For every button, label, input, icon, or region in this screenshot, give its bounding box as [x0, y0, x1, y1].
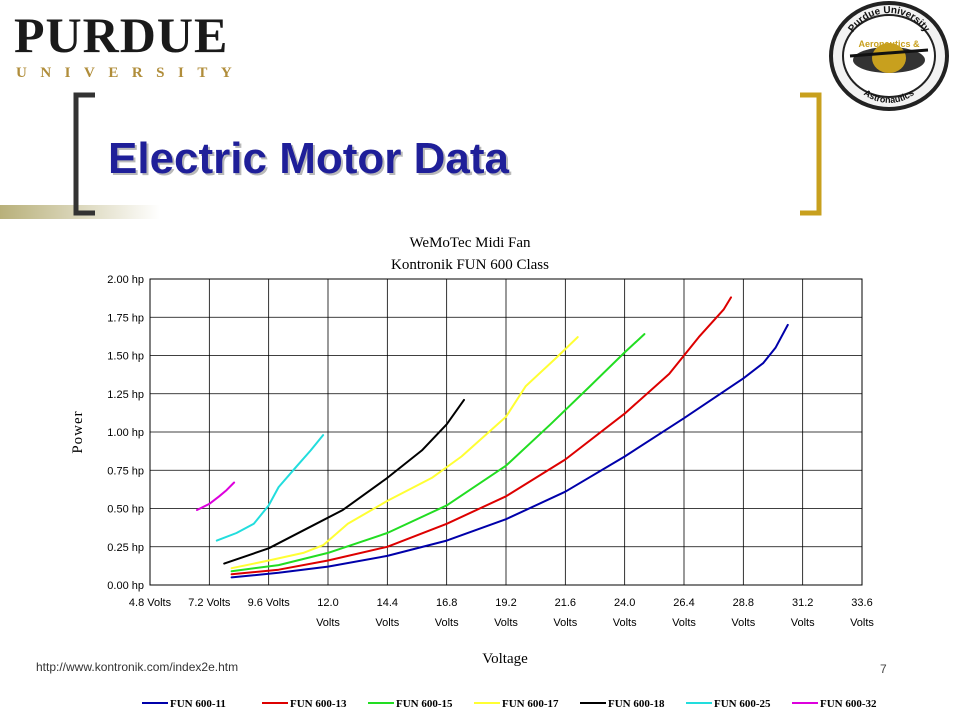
x-tick-label-unit: Volts	[553, 617, 577, 629]
legend-label: FUN 600-18	[608, 698, 665, 710]
badge-mid-text: Aeronautics &	[858, 39, 920, 49]
legend-label: FUN 600-13	[290, 698, 347, 710]
x-tick-label: 4.8 Volts	[129, 597, 172, 609]
y-tick-label: 0.25 hp	[107, 542, 144, 554]
x-tick-label-unit: Volts	[435, 617, 459, 629]
series-line-fun-600-25	[215, 434, 325, 542]
x-tick-label-unit: Volts	[494, 617, 518, 629]
x-tick-label-unit: Volts	[613, 617, 637, 629]
aeronautics-astronautics-badge: Purdue University Aeronautics & Astronau…	[829, 1, 949, 111]
x-tick-label: 26.4	[673, 597, 694, 609]
x-axis-label: Voltage	[482, 651, 528, 667]
x-tick-label-unit: Volts	[791, 617, 815, 629]
y-tick-label: 2.00 hp	[107, 274, 144, 286]
y-tick-label: 0.50 hp	[107, 504, 144, 516]
page-number: 7	[880, 662, 887, 676]
series-line-fun-600-11	[230, 323, 789, 579]
legend-label: FUN 600-25	[714, 698, 771, 710]
y-tick-label: 0.00 hp	[107, 580, 144, 592]
y-tick-label: 1.50 hp	[107, 351, 144, 363]
y-axis-label: Power	[70, 410, 86, 453]
x-tick-label: 28.8	[733, 597, 754, 609]
x-tick-label: 24.0	[614, 597, 635, 609]
purdue-logo-word: PURDUE	[14, 7, 229, 63]
legend-label: FUN 600-32	[820, 698, 877, 710]
purdue-logo-university: UNIVERSITY	[16, 65, 246, 81]
x-tick-label: 7.2 Volts	[188, 597, 231, 609]
x-tick-label: 21.6	[555, 597, 576, 609]
series-line-fun-600-18	[223, 398, 465, 565]
right-bracket	[800, 92, 822, 216]
x-tick-label: 14.4	[377, 597, 398, 609]
x-tick-label-unit: Volts	[672, 617, 696, 629]
legend-label: FUN 600-11	[170, 698, 226, 710]
x-tick-label: 19.2	[495, 597, 516, 609]
legend-label: FUN 600-17	[502, 698, 559, 710]
series-line-fun-600-13	[230, 296, 732, 576]
power-voltage-chart: WeMoTec Midi Fan Kontronik FUN 600 Class…	[70, 235, 877, 710]
series-line-fun-600-32	[196, 481, 236, 511]
x-tick-label-unit: Volts	[375, 617, 399, 629]
x-tick-label: 16.8	[436, 597, 457, 609]
chart-subtitle: Kontronik FUN 600 Class	[391, 257, 549, 273]
x-tick-label: 9.6 Volts	[248, 597, 291, 609]
x-tick-label-unit: Volts	[316, 617, 340, 629]
chart-title: WeMoTec Midi Fan	[409, 235, 531, 251]
x-tick-label-unit: Volts	[850, 617, 874, 629]
x-tick-label-unit: Volts	[731, 617, 755, 629]
slide-title: Electric Motor Data	[108, 134, 509, 183]
y-tick-label: 1.00 hp	[107, 427, 144, 439]
y-tick-label: 0.75 hp	[107, 465, 144, 477]
purdue-logo: PURDUE UNIVERSITY	[14, 6, 254, 82]
y-tick-label: 1.75 hp	[107, 312, 144, 324]
y-tick-label: 1.25 hp	[107, 389, 144, 401]
series-line-fun-600-17	[230, 336, 579, 570]
x-tick-label: 31.2	[792, 597, 813, 609]
left-bracket	[73, 92, 95, 216]
footer-url[interactable]: http://www.kontronik.com/index2e.htm	[36, 660, 239, 674]
legend-label: FUN 600-15	[396, 698, 453, 710]
x-tick-label: 12.0	[317, 597, 338, 609]
series-line-fun-600-15	[230, 333, 646, 573]
x-tick-label: 33.6	[851, 597, 872, 609]
